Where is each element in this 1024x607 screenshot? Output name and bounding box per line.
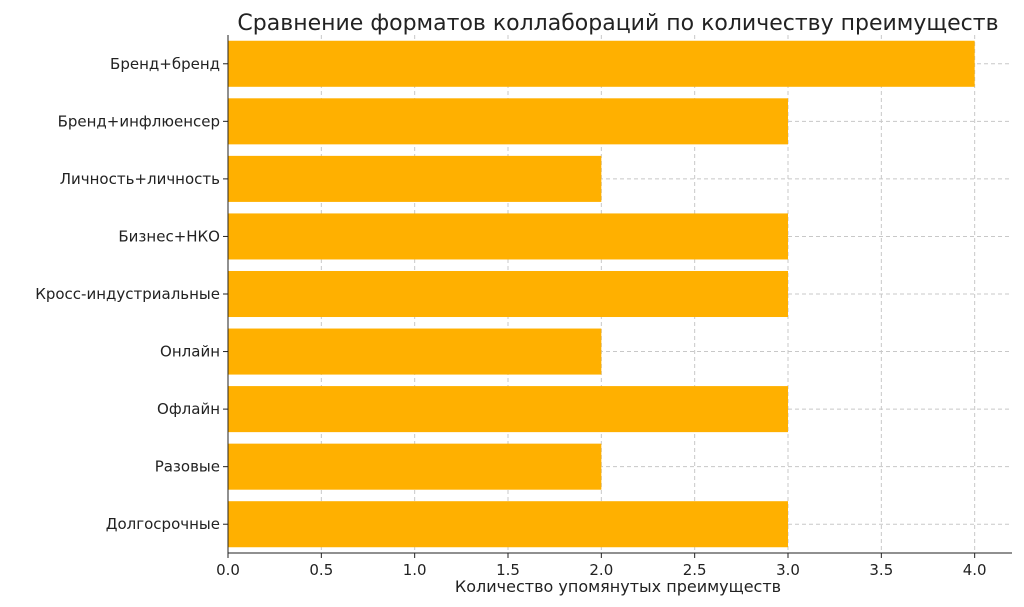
bar-layer — [228, 40, 975, 548]
x-tick-label: 2.5 — [683, 561, 707, 579]
bar — [228, 155, 602, 202]
y-tick-label: Бренд+бренд — [110, 55, 220, 73]
bar — [228, 270, 788, 318]
y-tick-label: Разовые — [155, 458, 220, 476]
y-tick-label: Кросс-индустриальные — [35, 285, 220, 303]
bar — [228, 328, 602, 375]
y-tick-label: Личность+личность — [60, 170, 220, 188]
bar — [228, 443, 602, 490]
bar — [228, 386, 788, 433]
bar — [228, 98, 788, 145]
y-tick-label: Долгосрочные — [106, 515, 220, 533]
chart-title: Сравнение форматов коллабораций по колич… — [237, 11, 998, 36]
x-tick-label: 0.0 — [216, 561, 240, 579]
x-tick-label: 3.5 — [869, 561, 893, 579]
y-tick-label: Бренд+инфлюенсер — [58, 112, 220, 130]
x-tick-label: 3.0 — [776, 561, 800, 579]
x-axis-label: Количество упомянутых преимуществ — [455, 577, 781, 596]
x-tick-label: 0.5 — [309, 561, 333, 579]
bar — [228, 40, 975, 87]
x-tick-label: 1.0 — [403, 561, 427, 579]
y-tick-label: Бизнес+НКО — [118, 227, 220, 245]
tick-layer: 0.0 0.5 1.0 1.5 2.0 2.5 3.0 3.5 4.0 Бренд+бренд Бр… — [35, 55, 986, 579]
y-tick-label: Офлайн — [157, 400, 220, 418]
bar — [228, 213, 788, 260]
bar — [228, 501, 788, 548]
x-tick-label: 2.0 — [589, 561, 613, 579]
axis-spine — [227, 35, 1012, 554]
y-tick-label: Онлайн — [160, 343, 220, 361]
x-tick-label: 4.0 — [963, 561, 987, 579]
x-tick-label: 1.5 — [496, 561, 520, 579]
